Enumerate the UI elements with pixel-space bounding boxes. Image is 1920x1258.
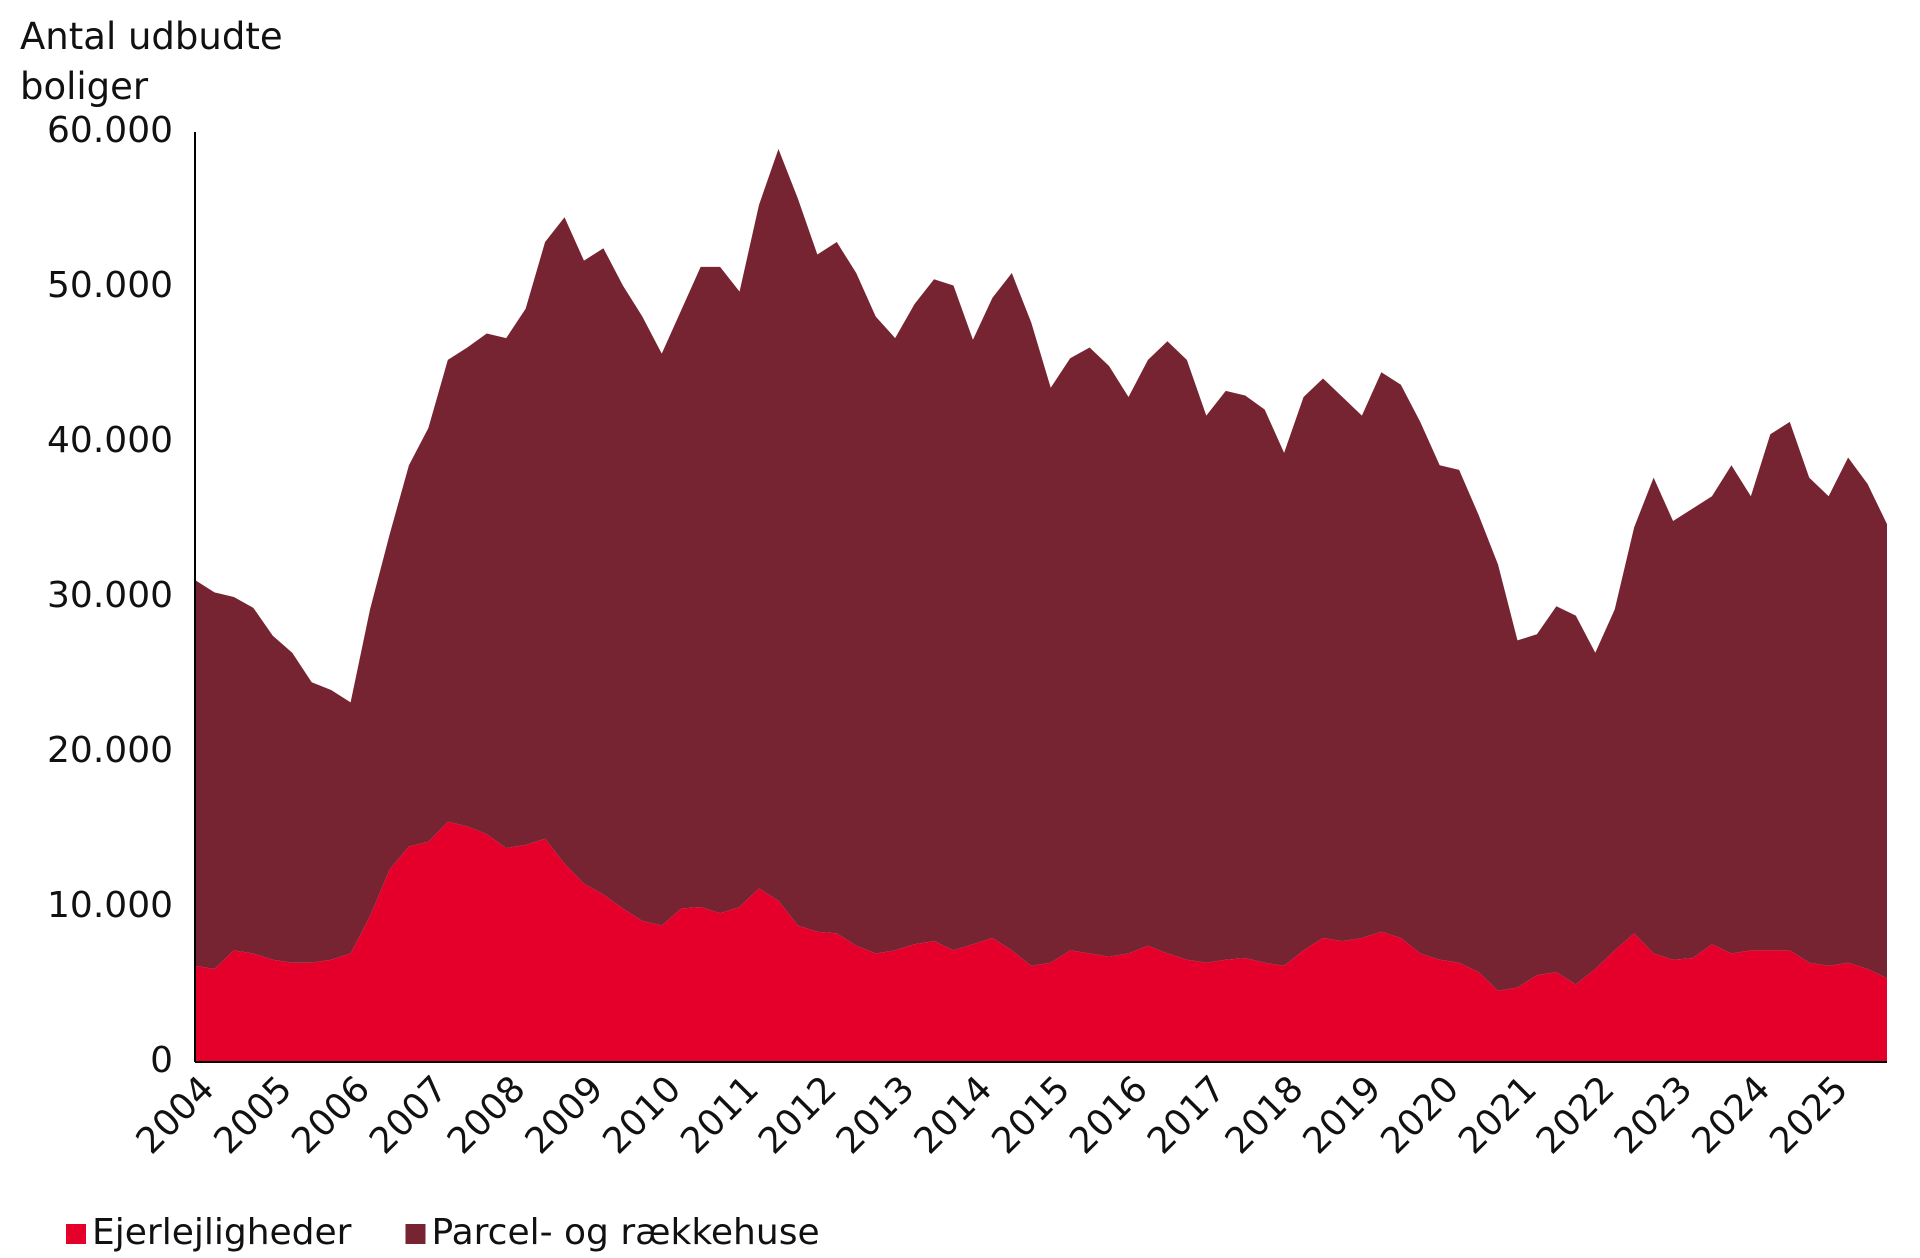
- y-tick-label: 20.000: [47, 730, 173, 771]
- legend-label: Ejerlejligheder: [92, 1212, 352, 1253]
- x-tick-label: 2009: [518, 1068, 612, 1162]
- x-tick-label: 2014: [907, 1068, 1001, 1162]
- x-tick-label: 2025: [1762, 1068, 1856, 1162]
- x-tick-label: 2015: [984, 1068, 1078, 1162]
- area: [195, 821, 1887, 1062]
- legend-label: Parcel- og rækkehuse: [431, 1212, 819, 1253]
- y-tick-label: 40.000: [47, 420, 173, 461]
- legend-swatch: [405, 1224, 426, 1244]
- x-tick-label: 2008: [440, 1068, 534, 1162]
- y-tick-label: 30.000: [47, 575, 173, 616]
- y-tick-label: 50.000: [47, 265, 173, 306]
- x-tick-label: 2022: [1529, 1068, 1623, 1162]
- x-tick-label: 2013: [829, 1068, 923, 1162]
- x-tick-label: 2017: [1140, 1068, 1234, 1162]
- x-tick-label: 2020: [1373, 1068, 1467, 1162]
- y-tick-label: 60.000: [47, 110, 173, 151]
- x-tick-label: 2023: [1607, 1068, 1701, 1162]
- x-tick-label: 2016: [1062, 1068, 1156, 1162]
- x-tick-label: 2021: [1451, 1068, 1545, 1162]
- x-tick-label: 2018: [1218, 1068, 1312, 1162]
- y-axis-title: Antal udbudte boliger: [20, 15, 283, 108]
- x-tick-label: 2007: [362, 1068, 456, 1162]
- x-tick-label: 2024: [1685, 1068, 1779, 1162]
- x-tick-label: 2004: [129, 1068, 223, 1162]
- y-tick-label: 10.000: [47, 885, 173, 926]
- x-tick-label: 2005: [206, 1068, 300, 1162]
- legend-swatch: [66, 1224, 86, 1244]
- x-tick-label: 2010: [595, 1068, 689, 1162]
- x-tick-label: 2012: [751, 1068, 845, 1162]
- x-tick-label: 2011: [673, 1068, 767, 1162]
- x-tick-label: 2019: [1296, 1068, 1390, 1162]
- y-tick-label: 0: [150, 1040, 173, 1081]
- area: [195, 149, 1887, 991]
- x-tick-label: 2006: [284, 1068, 378, 1162]
